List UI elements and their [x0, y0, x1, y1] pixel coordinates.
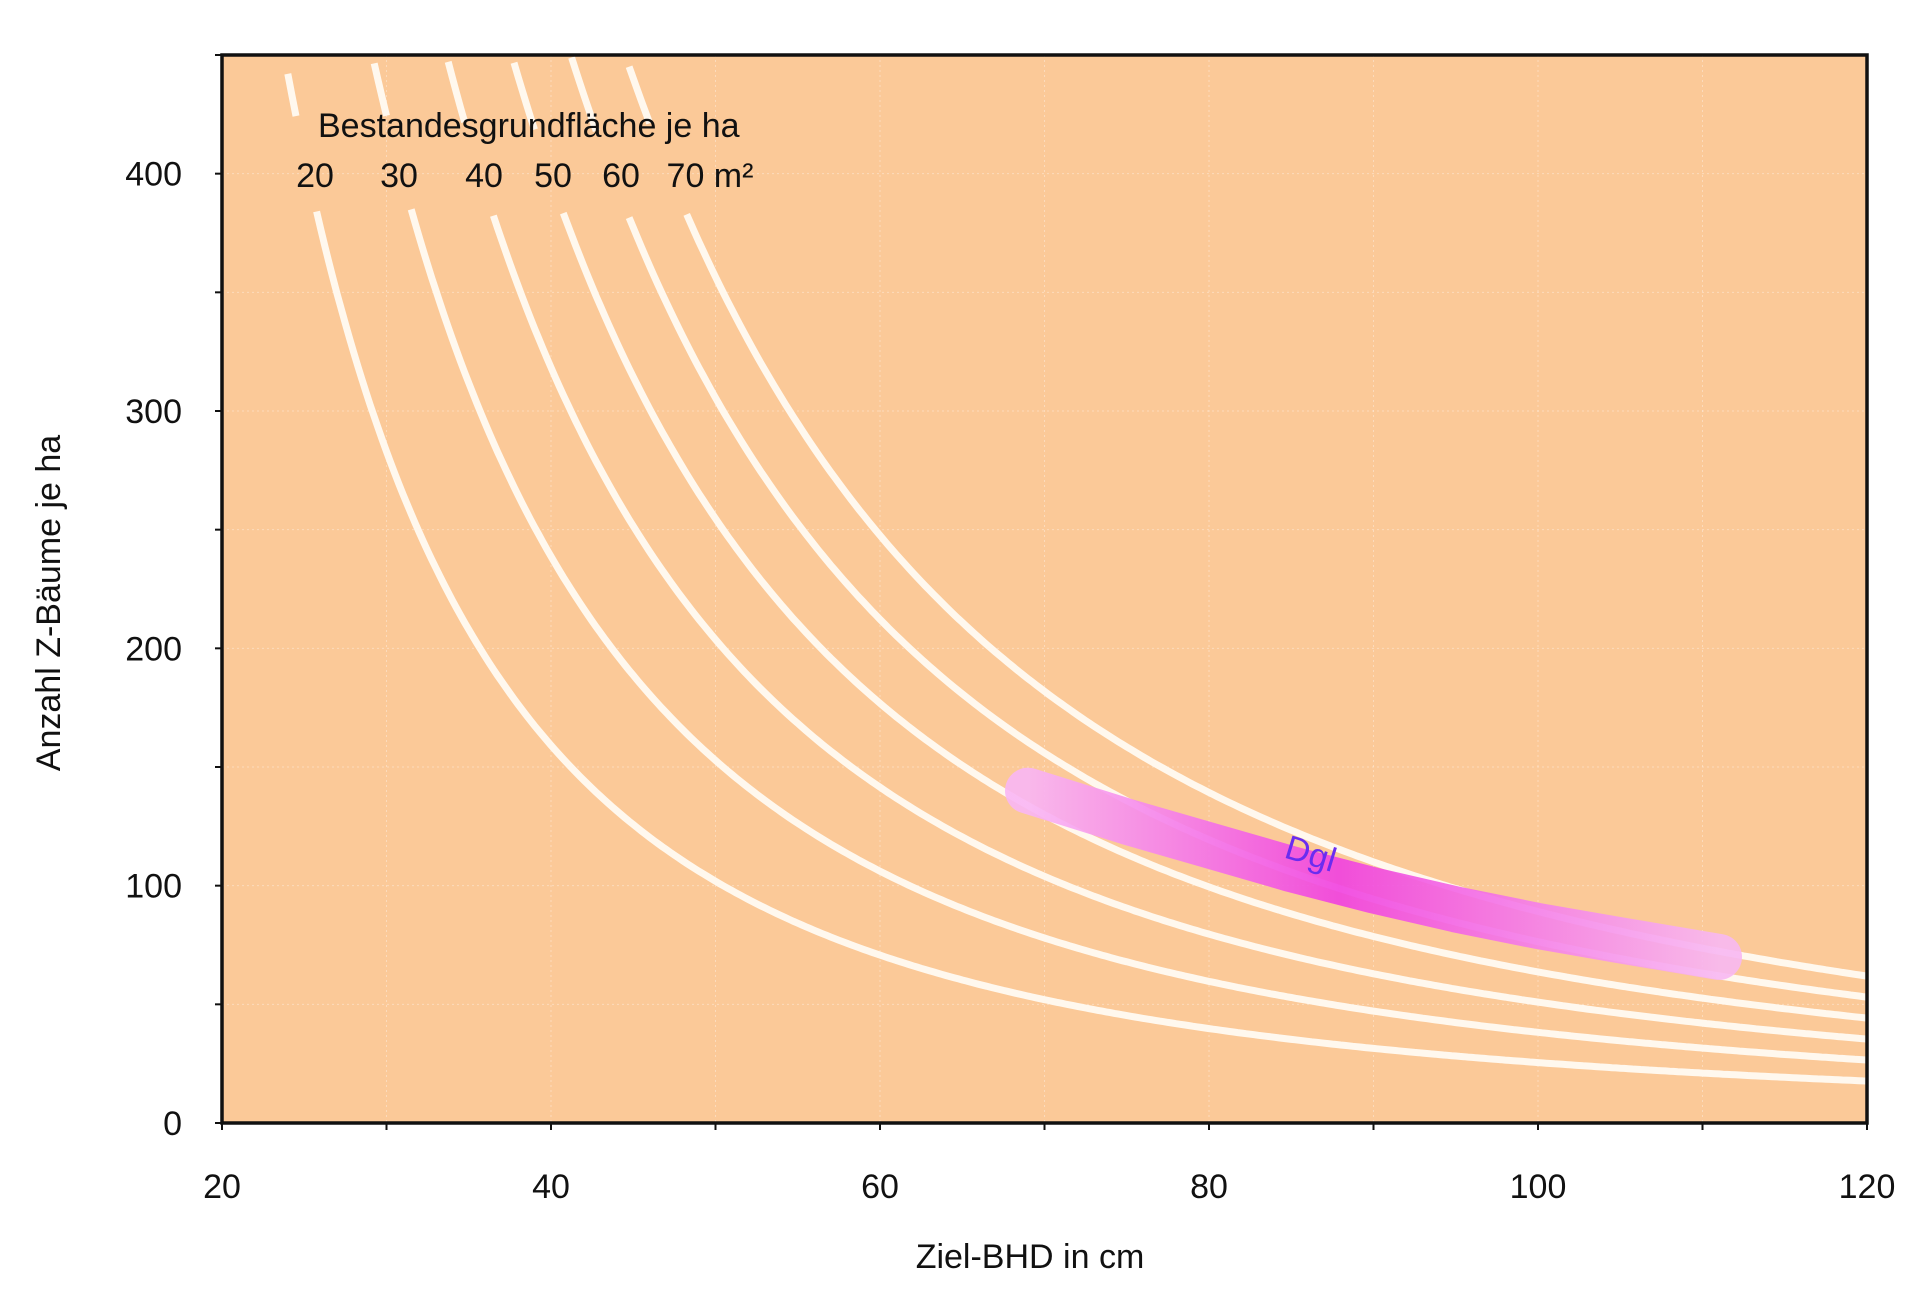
curve-40 [490, 214, 1868, 1043]
x-tick-label: 40 [532, 1168, 570, 1206]
curve-20-top [284, 73, 300, 117]
curve-20 [313, 210, 1868, 1085]
x-tick-label: 80 [1190, 1168, 1228, 1206]
curve-70-top [625, 65, 653, 125]
y-tick-label: 0 [163, 1105, 182, 1143]
series-label: 70 m² [667, 157, 754, 195]
annotation-title: Bestandesgrundfläche je ha [318, 107, 740, 145]
x-tick-label: 100 [1510, 1168, 1567, 1206]
curve-40-top [444, 60, 468, 123]
y-axis-label: Anzahl Z-Bäume je ha [30, 435, 68, 771]
y-tick-label: 100 [125, 868, 182, 906]
y-tick-label: 300 [125, 393, 182, 431]
curve-60-top [568, 56, 600, 133]
series-label: 40 [465, 157, 503, 195]
x-tick-label: 120 [1839, 1168, 1896, 1206]
curve-50-top [510, 61, 538, 131]
series-label: 30 [380, 157, 418, 195]
dgl-band [1005, 767, 1742, 980]
x-tick-label: 20 [203, 1168, 241, 1206]
y-tick-label: 400 [125, 156, 182, 194]
series-label: 60 [602, 157, 640, 195]
series-label: 50 [534, 157, 572, 195]
y-tick-label: 200 [125, 630, 182, 668]
curve-50 [560, 211, 1868, 1022]
x-tick-label: 60 [861, 1168, 899, 1206]
series-label: 20 [296, 157, 334, 195]
x-axis-label: Ziel-BHD in cm [916, 1238, 1145, 1276]
curve-30-top [370, 62, 390, 117]
curve-30 [407, 208, 1868, 1064]
